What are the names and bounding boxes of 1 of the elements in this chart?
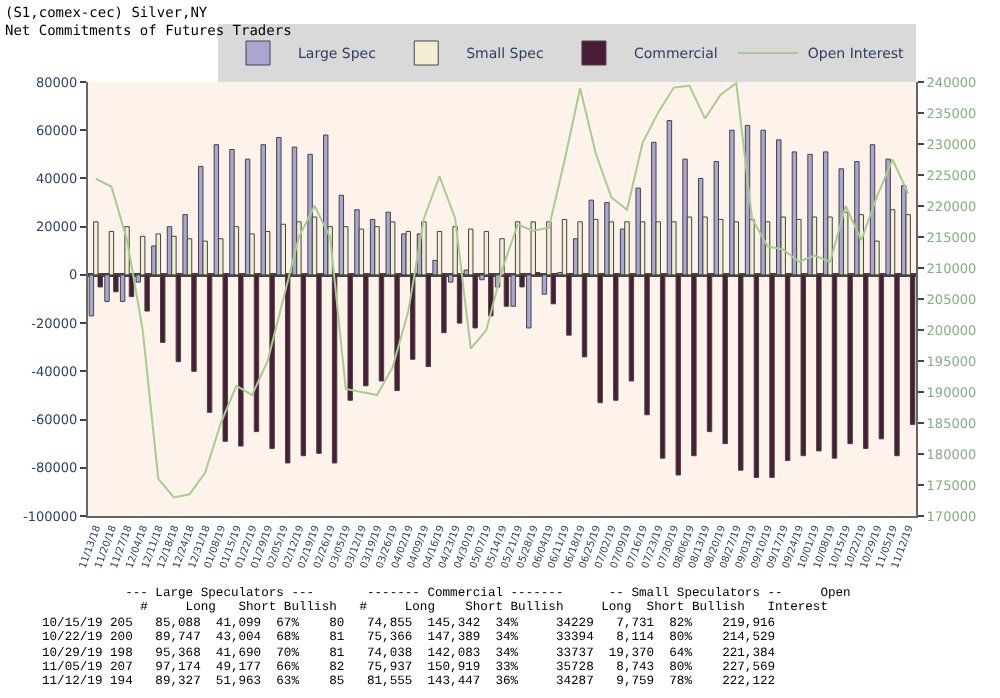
line-series (94, 82, 910, 499)
